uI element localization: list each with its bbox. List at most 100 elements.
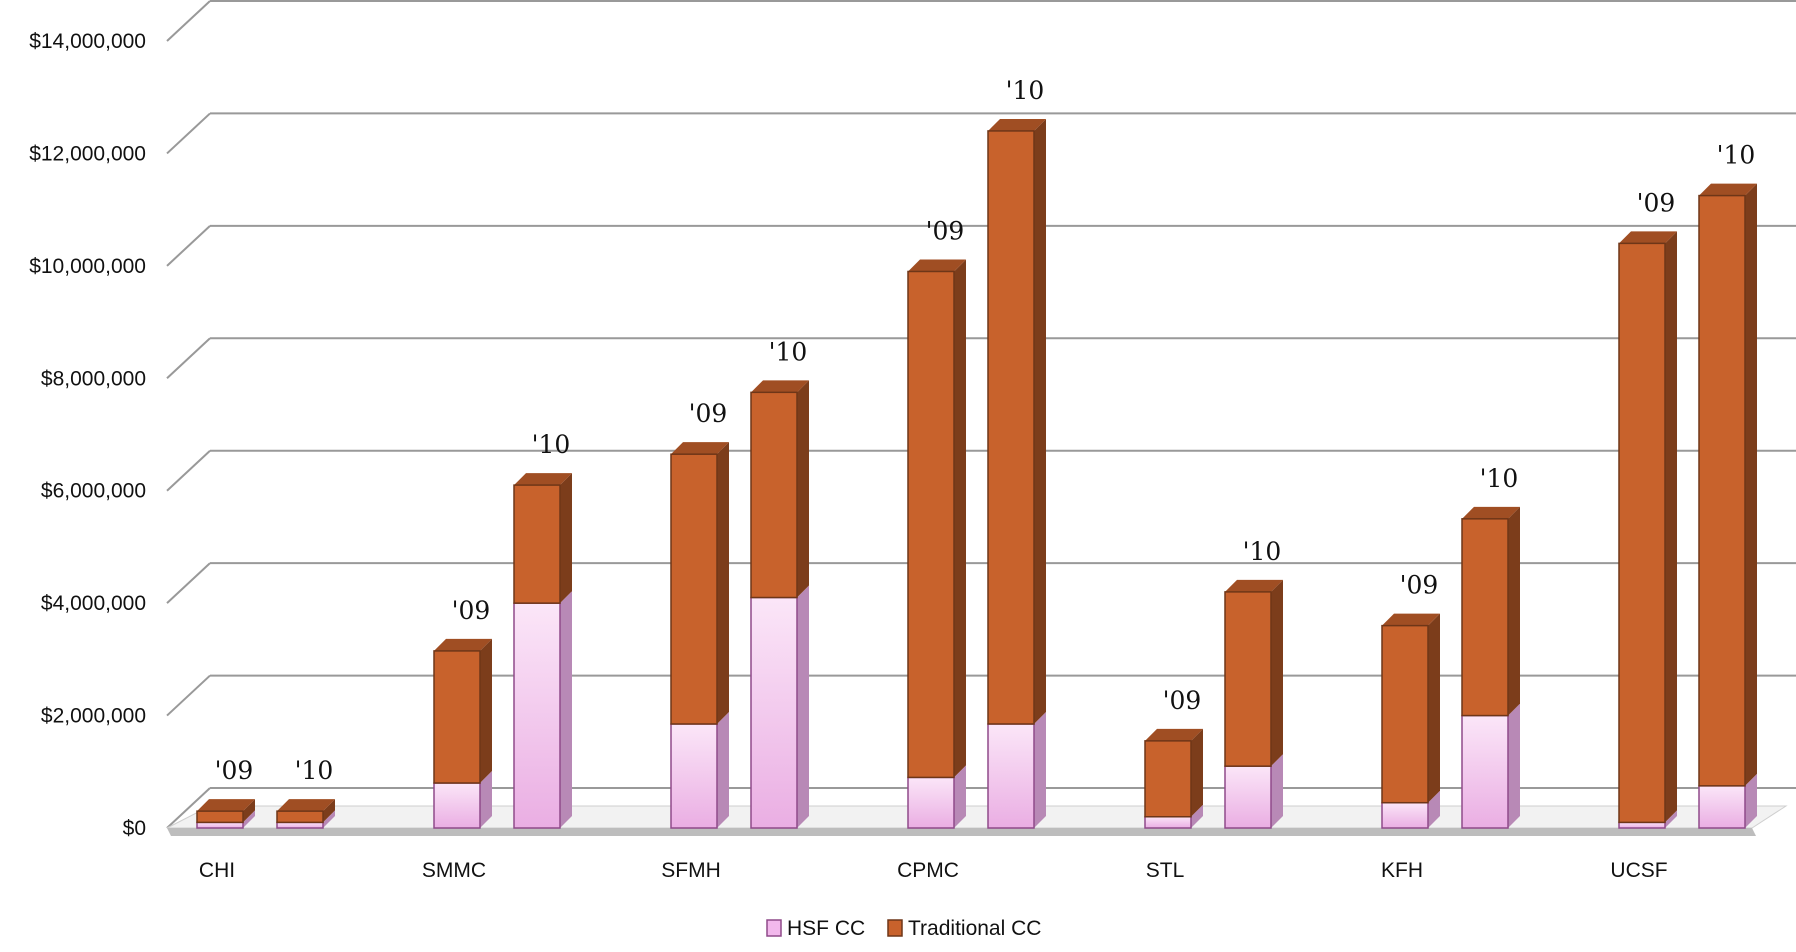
bar-front bbox=[987, 723, 1035, 829]
bar-front bbox=[276, 810, 324, 824]
bar-top bbox=[434, 638, 492, 651]
bar-front bbox=[433, 782, 481, 829]
bar-year-label: '10 bbox=[769, 337, 808, 366]
bar-front bbox=[276, 821, 324, 829]
bar-top bbox=[1699, 183, 1757, 196]
bar-front bbox=[907, 776, 955, 829]
bar-top bbox=[671, 442, 729, 455]
bar-front bbox=[750, 391, 798, 599]
bar-front bbox=[1461, 714, 1509, 829]
gridline-diagonal bbox=[166, 0, 211, 42]
gridline-diagonal bbox=[166, 112, 211, 155]
y-tick-label: $2,000,000 bbox=[41, 705, 146, 728]
bar-front bbox=[1224, 765, 1272, 829]
bar-front bbox=[670, 453, 718, 725]
bar-segment-traditional-cc bbox=[1461, 506, 1520, 717]
floor-top bbox=[166, 805, 1788, 829]
bar-side bbox=[1508, 506, 1520, 716]
bar-segment-traditional-cc bbox=[196, 799, 255, 824]
bar-year-label: '09 bbox=[1637, 188, 1676, 217]
x-category-label: SFMH bbox=[661, 859, 721, 882]
floor-edge bbox=[167, 828, 1756, 836]
bar-side bbox=[1271, 754, 1283, 828]
bar-side bbox=[1271, 579, 1283, 767]
bar-front bbox=[196, 821, 244, 829]
gridline-diagonal bbox=[166, 337, 211, 380]
bar-year-label: '09 bbox=[452, 596, 491, 625]
bar-side bbox=[1508, 703, 1520, 828]
bar-side bbox=[954, 765, 966, 828]
legend-swatch bbox=[887, 919, 903, 937]
bar-side bbox=[1191, 804, 1203, 828]
bar-front bbox=[1144, 740, 1192, 818]
bar-year-label: '10 bbox=[1480, 464, 1519, 493]
bar-side bbox=[1665, 810, 1677, 828]
bar-side bbox=[1034, 118, 1046, 725]
bar-side bbox=[323, 810, 335, 828]
bar-front bbox=[1381, 801, 1429, 829]
y-tick-label: $12,000,000 bbox=[29, 142, 146, 165]
bar-segment-hsf-cc bbox=[987, 712, 1046, 829]
bar-side bbox=[1428, 790, 1440, 828]
bar-segment-traditional-cc bbox=[1224, 579, 1283, 767]
bar-side bbox=[1745, 773, 1757, 828]
bars bbox=[196, 118, 1757, 829]
bar-year-label: '10 bbox=[1717, 141, 1756, 170]
bar-side bbox=[1034, 712, 1046, 828]
bar-segment-traditional-cc bbox=[1618, 231, 1677, 824]
bar-segment-hsf-cc bbox=[670, 712, 729, 829]
bar-side bbox=[1665, 231, 1677, 823]
bar-front bbox=[987, 130, 1035, 725]
gridline-diagonal bbox=[166, 225, 211, 267]
bar-segment-traditional-cc bbox=[1381, 613, 1440, 804]
bar-segment-traditional-cc bbox=[750, 380, 809, 599]
bar-top bbox=[277, 799, 335, 812]
bar-front bbox=[1224, 591, 1272, 767]
chart-floor bbox=[166, 805, 1788, 836]
bar-year-label: '10 bbox=[1006, 76, 1045, 105]
bar-segment-traditional-cc bbox=[433, 638, 492, 784]
bar-side bbox=[323, 799, 335, 823]
bar-side bbox=[560, 473, 572, 604]
y-tick-label: $10,000,000 bbox=[29, 255, 146, 278]
bar-side bbox=[954, 259, 966, 778]
bar-year-label: '09 bbox=[689, 399, 728, 428]
bar-front bbox=[196, 810, 244, 824]
bar-side bbox=[560, 591, 572, 828]
bar-year-labels: '09 '10 '09 '10 '09 '10 '09 '10 '09 '10 '09 '10 '09 '… bbox=[215, 76, 1756, 785]
legend-label: HSF CC bbox=[787, 917, 865, 940]
bar-year-label: '09 bbox=[926, 216, 965, 245]
bar-year-label: '09 bbox=[1400, 571, 1439, 600]
bar-front bbox=[433, 650, 481, 784]
bar-top bbox=[197, 799, 255, 812]
bar-segment-traditional-cc bbox=[513, 473, 572, 604]
bar-front bbox=[1698, 785, 1746, 829]
bar-segment-traditional-cc bbox=[987, 118, 1046, 725]
bar-segment-traditional-cc bbox=[1698, 183, 1757, 787]
bar-segment-traditional-cc bbox=[907, 259, 966, 779]
gridline-diagonal bbox=[166, 562, 211, 604]
bar-front bbox=[907, 270, 955, 779]
bar-segment-hsf-cc bbox=[750, 585, 809, 829]
bar-front bbox=[1381, 624, 1429, 804]
bar-top bbox=[1225, 579, 1283, 592]
y-tick-label: $0 bbox=[123, 817, 146, 840]
bar-front bbox=[1144, 816, 1192, 829]
bar-year-label: '09 bbox=[1163, 686, 1202, 715]
bar-segment-hsf-cc bbox=[1461, 703, 1520, 829]
x-category-label: CPMC bbox=[897, 859, 959, 882]
bar-year-label: '10 bbox=[295, 756, 334, 785]
legend: HSF CC Traditional CC bbox=[766, 917, 1041, 940]
y-tick-label: $4,000,000 bbox=[41, 592, 146, 615]
x-category-label: STL bbox=[1146, 859, 1185, 882]
bar-front bbox=[1618, 242, 1666, 824]
bar-side bbox=[1745, 183, 1757, 786]
bar-side bbox=[797, 585, 809, 828]
x-category-label: UCSF bbox=[1610, 859, 1667, 882]
bar-top bbox=[1462, 506, 1520, 519]
bar-top bbox=[751, 380, 809, 393]
bar-side bbox=[243, 810, 255, 828]
bar-year-label: '09 bbox=[215, 756, 254, 785]
bar-top bbox=[988, 118, 1046, 131]
bar-top bbox=[1619, 231, 1677, 244]
